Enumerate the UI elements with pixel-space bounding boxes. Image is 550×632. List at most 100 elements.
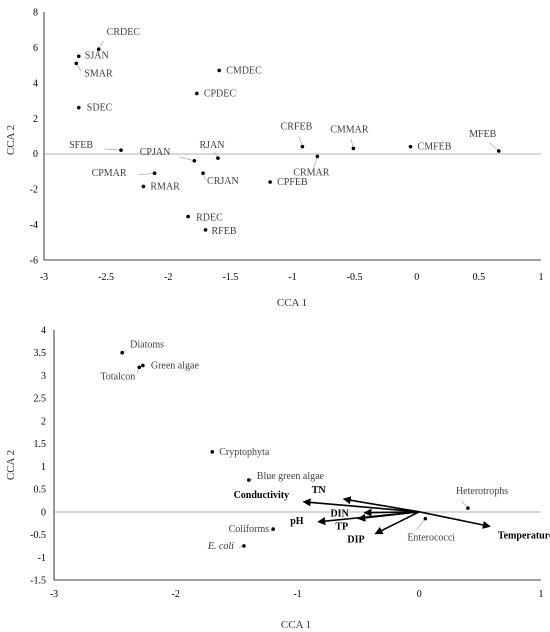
top-y-tick-label: 0: [33, 149, 38, 160]
bottom-y-tick-label: -0.5: [30, 530, 46, 541]
bottom-y-tick-label: 1.5: [34, 439, 47, 450]
bottom-point-diatoms: [120, 350, 124, 355]
top-point-label: CRMAR: [293, 167, 329, 178]
top-point-rmar: [141, 184, 146, 189]
bottom-x-tick-label: -2: [172, 589, 180, 600]
bottom-cca-chart: -3 -2 -1 0 1 -1.5 -1 -0.5 0 0.5 1 1.5 2 2.5 3 3.5 4 CCA …: [5, 326, 550, 632]
top-point-label: CRDEC: [107, 27, 141, 38]
vector-dip: [374, 511, 420, 535]
top-point-label: CRJAN: [207, 176, 239, 187]
bottom-point-coliforms: [271, 527, 275, 531]
top-point-mfeb: [496, 149, 501, 153]
top-point-label: SJAN: [85, 50, 109, 61]
bottom-point-label: Totalcon: [100, 371, 135, 382]
bottom-point-label: Enterococci: [407, 533, 455, 544]
bottom-y-tick-label: 3: [41, 371, 46, 382]
top-point-label: SDEC: [87, 103, 113, 114]
bottom-y-tick-label: 3.5: [34, 348, 47, 359]
bottom-point-heterotrophs: [466, 506, 470, 510]
top-x-tick-label: -1: [288, 272, 296, 283]
top-leader-line: [179, 156, 195, 162]
top-point-sfeb: [119, 148, 123, 152]
vector-label: Temperature: [498, 530, 550, 541]
top-point-sjan: [76, 54, 81, 59]
bottom-x-tick-label: -1: [293, 589, 301, 600]
top-point-crfeb: [300, 144, 305, 149]
top-cca-chart: -3 -2.5 -2 -1.5 -1 -0.5 0 0.5 1 -6 -4 -2 0 2 4 6 8 CCA 1…: [5, 8, 544, 310]
bottom-point-label: Green algae: [151, 360, 200, 371]
bottom-vectors: Temperature TN Conductivity DIN pH TP DIP: [234, 485, 550, 546]
top-x-tick-label: 0.5: [473, 272, 486, 283]
vector-label: DIP: [347, 535, 364, 546]
top-y-tick-label: -2: [30, 185, 38, 196]
top-y-axis-label: CCA 2: [5, 125, 17, 155]
bottom-tick-labels: -3 -2 -1 0 1 -1.5 -1 -0.5 0 0.5 1 1.5 2 2.5 3 3.5 4: [30, 326, 543, 601]
bottom-y-tick-label: 0: [41, 507, 46, 518]
top-point-label: CMFEB: [418, 142, 452, 153]
top-tick-labels: -3 -2.5 -2 -1.5 -1 -0.5 0 0.5 1 -6 -4 -2 0 2 4 6 8: [30, 8, 544, 284]
top-point-label: CMMAR: [330, 124, 369, 135]
top-point-label: CPDEC: [204, 88, 237, 99]
top-point-cmfeb: [408, 144, 413, 149]
bottom-points: Diatoms Green algae Totalcon Cryptophyta Blu…: [100, 340, 508, 552]
bottom-x-tick-label: 1: [539, 589, 544, 600]
top-x-tick-label: 1: [539, 272, 544, 283]
top-y-tick-label: 8: [33, 8, 38, 19]
top-x-axis-label: CCA 1: [277, 297, 307, 309]
vector-label: TN: [312, 485, 327, 496]
bottom-y-tick-label: 4: [41, 326, 46, 337]
vector-conductivity: [302, 498, 420, 513]
top-leader-line: [104, 148, 122, 151]
top-x-tick-label: 0: [414, 272, 419, 283]
top-leader-line: [488, 142, 499, 152]
top-point-label: CRFEB: [281, 122, 313, 133]
top-point-cpfeb: [268, 180, 272, 184]
top-points: CRDEC SJAN SMAR CMDEC CPDEC SDEC SFEB CPJAN RJAN…: [69, 27, 501, 237]
bottom-y-tick-label: 0.5: [34, 485, 47, 496]
bottom-point-label: Coliforms: [229, 524, 270, 535]
top-point-cmdec: [217, 68, 221, 73]
top-point-cpjan: [192, 159, 197, 163]
bottom-point-label: Diatoms: [130, 340, 164, 351]
bottom-point-label: Heterotrophs: [456, 486, 508, 497]
bottom-point-blue-green-algae: [247, 478, 251, 482]
vector-label: TP: [335, 522, 348, 533]
top-point-label: CPFEB: [277, 177, 308, 188]
top-x-tick-label: -2.5: [98, 272, 114, 283]
top-point-cpmar: [152, 171, 157, 175]
top-point-label: CMDEC: [226, 65, 262, 76]
top-x-tick-label: -0.5: [347, 272, 363, 283]
bottom-point-label: Blue green algae: [257, 471, 325, 482]
vector-label: pH: [290, 516, 304, 527]
top-point-label: SFEB: [69, 140, 93, 151]
top-point-label: RFEB: [212, 226, 237, 237]
top-point-label: CPMAR: [92, 168, 127, 179]
bottom-y-tick-label: -1: [38, 553, 46, 564]
top-y-tick-label: 6: [33, 43, 38, 54]
bottom-point-green-algae: [141, 363, 145, 368]
bottom-point-cryptophyta: [210, 450, 215, 454]
bottom-y-tick-label: 1: [41, 462, 46, 473]
top-x-tick-label: -2: [164, 272, 172, 283]
bottom-x-tick-label: 0: [417, 589, 422, 600]
bottom-y-tick-label: -1.5: [30, 576, 46, 587]
bottom-point-enterococci: [423, 516, 428, 521]
bottom-point-totalcon: [137, 365, 142, 370]
top-point-label: RJAN: [199, 140, 224, 151]
bottom-x-tick-label: -3: [50, 589, 58, 600]
top-point-cpdec: [195, 91, 199, 96]
top-y-tick-label: -6: [30, 256, 38, 267]
top-point-crdec: [96, 47, 101, 51]
top-x-tick-label: -3: [40, 272, 48, 283]
top-point-label: RDEC: [196, 213, 223, 224]
top-point-label: CPJAN: [140, 147, 171, 158]
top-point-crmar: [315, 154, 320, 159]
bottom-point-label: E. coli: [207, 541, 234, 552]
vector-label: DIN: [330, 509, 349, 520]
bottom-y-tick-label: 2.5: [34, 394, 47, 405]
top-point-label: RMAR: [150, 181, 180, 192]
bottom-y-axis-label: CCA 2: [5, 450, 17, 480]
bottom-point-label: Cryptophyta: [219, 447, 270, 458]
vector-tn: [342, 496, 420, 513]
